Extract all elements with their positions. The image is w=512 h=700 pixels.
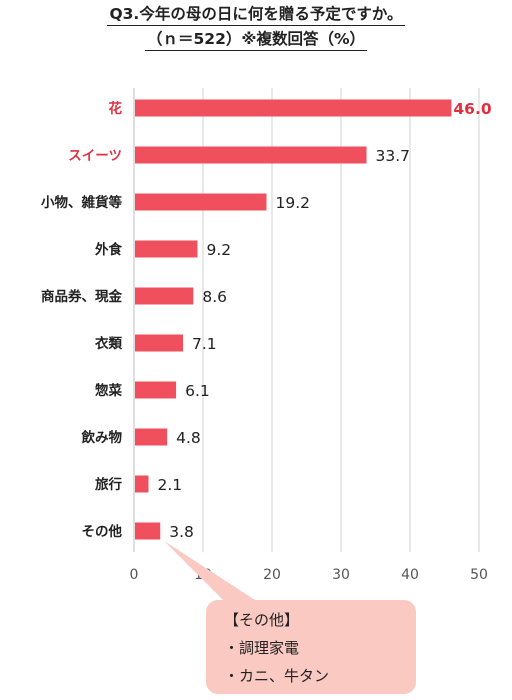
value-label: 46.0: [453, 100, 491, 118]
bar: [135, 287, 194, 305]
x-tick-label: 0: [130, 567, 139, 583]
bar: [135, 240, 198, 258]
value-label: 19.2: [275, 194, 310, 212]
value-label: 6.1: [185, 382, 210, 400]
value-label: 7.1: [192, 335, 217, 353]
bar: [135, 334, 183, 352]
category-label: 花: [109, 100, 123, 117]
category-label: 外食: [95, 241, 122, 258]
value-label: 4.8: [176, 429, 201, 447]
bar: [135, 146, 367, 164]
category-label: スイーツ: [68, 148, 122, 164]
bar: [135, 522, 161, 540]
title-line-2: （ｎ＝522）※複数回答（%）: [145, 29, 367, 51]
value-label: 2.1: [157, 476, 182, 494]
value-label: 3.8: [169, 523, 194, 541]
bar: [135, 99, 452, 117]
x-tick-label: 50: [470, 567, 488, 583]
x-tick-label: 40: [401, 567, 419, 583]
category-label: 飲み物: [81, 429, 123, 446]
x-tick-label: 20: [263, 567, 281, 583]
bar: [135, 193, 267, 211]
value-label: 9.2: [206, 241, 231, 259]
category-label: 旅行: [95, 476, 122, 493]
callout-item-1: ・調理家電: [224, 639, 300, 657]
callout-pointer: [164, 541, 258, 602]
bar: [135, 475, 149, 493]
category-label: 商品券、現金: [41, 288, 122, 305]
category-label: 小物、雑貨等: [41, 194, 122, 211]
category-label: その他: [82, 523, 123, 540]
chart-title: Q3.今年の母の日に何を贈る予定ですか。 （ｎ＝522）※複数回答（%）: [0, 4, 512, 51]
x-tick-label: 30: [332, 567, 350, 583]
callout-item-2: ・カニ、牛タン: [224, 667, 330, 685]
category-label: 衣類: [95, 335, 122, 352]
category-label: 惣菜: [95, 382, 122, 399]
bar: [135, 381, 177, 399]
other-callout: 【その他】 ・調理家電 ・カニ、牛タン: [206, 600, 416, 694]
bar: [135, 428, 168, 446]
callout-heading: 【その他】: [224, 611, 300, 629]
value-label: 33.7: [376, 147, 411, 165]
value-label: 8.6: [202, 288, 227, 306]
